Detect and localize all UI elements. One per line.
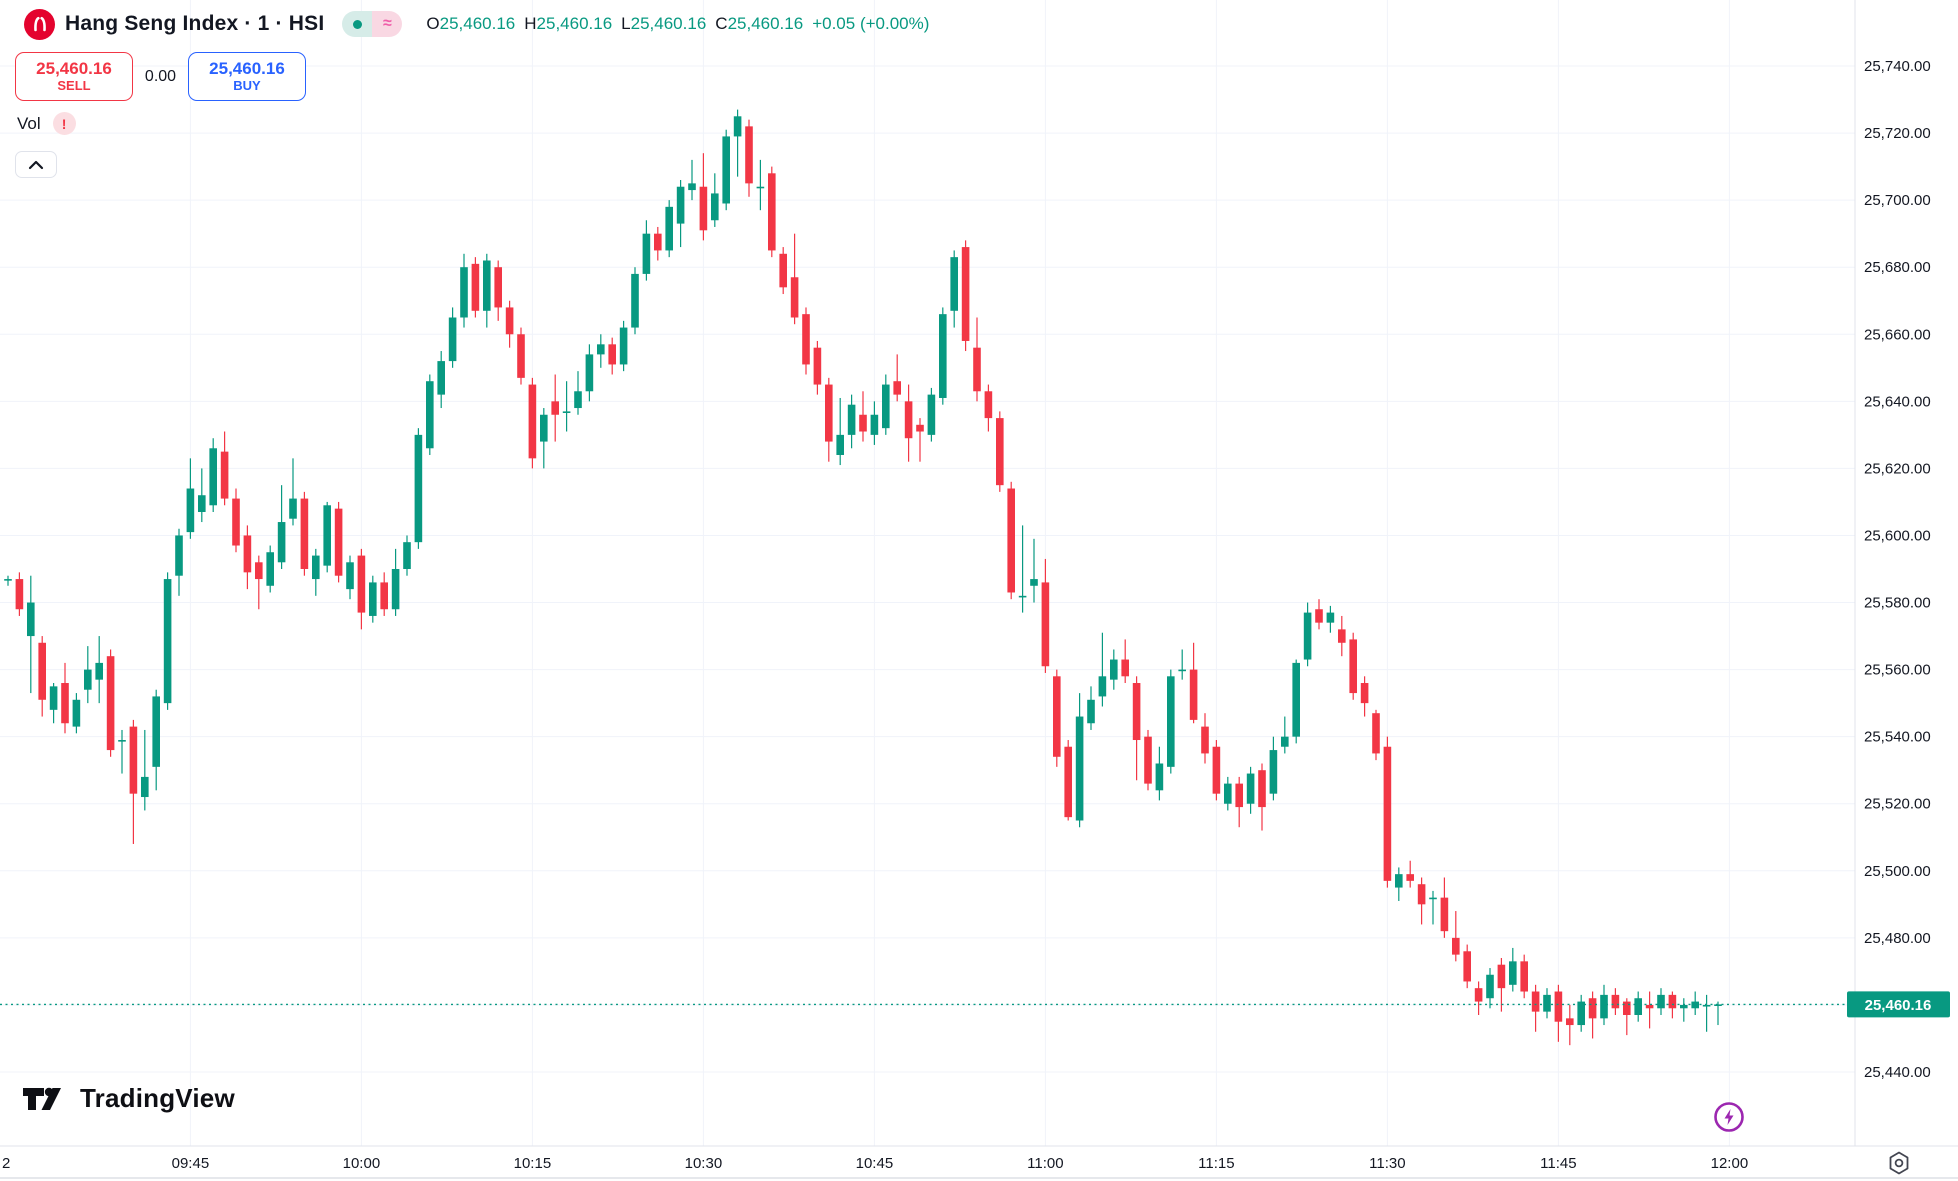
sell-price: 25,460.16 [36, 59, 112, 79]
svg-text:25,700.00: 25,700.00 [1864, 192, 1931, 209]
lightning-icon [1714, 1102, 1744, 1132]
svg-text:09:45: 09:45 [172, 1155, 210, 1172]
hexagon-settings-icon [1889, 1151, 1909, 1175]
order-panel: 25,460.16 SELL 0.00 25,460.16 BUY [15, 52, 306, 101]
market-status-pill[interactable]: ≈ [342, 11, 403, 37]
svg-text:25,500.00: 25,500.00 [1864, 863, 1931, 880]
tradingview-logo-text: TradingView [80, 1083, 235, 1113]
svg-text:25,580.00: 25,580.00 [1864, 595, 1931, 612]
svg-text:25,620.00: 25,620.00 [1864, 460, 1931, 477]
volume-label[interactable]: Vol [17, 113, 41, 133]
tradingview-attribution[interactable]: TradingView [22, 1083, 235, 1114]
svg-text:25,640.00: 25,640.00 [1864, 393, 1931, 410]
delayed-approx-icon: ≈ [372, 11, 403, 37]
svg-text:12:00: 12:00 [1711, 1155, 1749, 1172]
ohlc-readout: O25,460.16 H25,460.16 L25,460.16 C25,460… [426, 14, 929, 34]
svg-text:10:15: 10:15 [514, 1155, 552, 1172]
buy-button[interactable]: 25,460.16 BUY [188, 52, 306, 101]
svg-text:25,660.00: 25,660.00 [1864, 326, 1931, 343]
high-label: H [524, 14, 537, 33]
symbol-header: Hang Seng Index · 1 · HSI ≈ O25,460.16 H… [24, 8, 929, 40]
tradingview-logo-icon [23, 1087, 61, 1110]
svg-text:25,480.00: 25,480.00 [1864, 930, 1931, 947]
svg-text:2: 2 [2, 1155, 10, 1172]
change-value: +0.05 (+0.00%) [812, 14, 930, 33]
low-value: 25,460.16 [630, 14, 707, 33]
high-value: 25,460.16 [536, 14, 613, 33]
sell-label: SELL [57, 77, 91, 93]
svg-text:11:45: 11:45 [1540, 1155, 1576, 1172]
sell-button[interactable]: 25,460.16 SELL [15, 52, 133, 101]
svg-text:10:30: 10:30 [685, 1155, 723, 1172]
warning-icon[interactable]: ! [52, 112, 76, 135]
buy-label: BUY [233, 77, 261, 93]
svg-text:11:00: 11:00 [1027, 1155, 1063, 1172]
low-label: L [621, 14, 631, 33]
boost-button[interactable] [1712, 1100, 1746, 1134]
svg-text:25,600.00: 25,600.00 [1864, 527, 1931, 544]
svg-text:25,520.00: 25,520.00 [1864, 796, 1931, 813]
svg-text:11:15: 11:15 [1198, 1155, 1234, 1172]
svg-text:10:45: 10:45 [856, 1155, 894, 1172]
svg-text:25,680.00: 25,680.00 [1864, 259, 1931, 276]
svg-text:11:30: 11:30 [1369, 1155, 1405, 1172]
close-label: C [715, 14, 728, 33]
svg-text:25,740.00: 25,740.00 [1864, 58, 1931, 75]
buy-price: 25,460.16 [209, 59, 285, 79]
live-dot-icon [342, 11, 373, 37]
svg-text:25,460.16: 25,460.16 [1865, 997, 1932, 1014]
volume-indicator-row: Vol ! [17, 112, 76, 135]
spread-value: 0.00 [144, 67, 177, 85]
svg-text:25,440.00: 25,440.00 [1864, 1064, 1931, 1081]
open-label: O [426, 14, 440, 33]
svg-text:25,720.00: 25,720.00 [1864, 125, 1931, 142]
chevron-up-icon [28, 160, 44, 169]
open-value: 25,460.16 [439, 14, 516, 33]
close-value: 25,460.16 [727, 14, 804, 33]
svg-text:25,540.00: 25,540.00 [1864, 729, 1931, 746]
collapse-pane-button[interactable] [15, 151, 57, 178]
svg-text:10:00: 10:00 [343, 1155, 381, 1172]
symbol-title[interactable]: Hang Seng Index · 1 · HSI [65, 12, 325, 35]
axis-settings-button[interactable] [1886, 1150, 1912, 1176]
hsi-logo-icon [24, 8, 55, 40]
svg-text:25,560.00: 25,560.00 [1864, 662, 1931, 679]
